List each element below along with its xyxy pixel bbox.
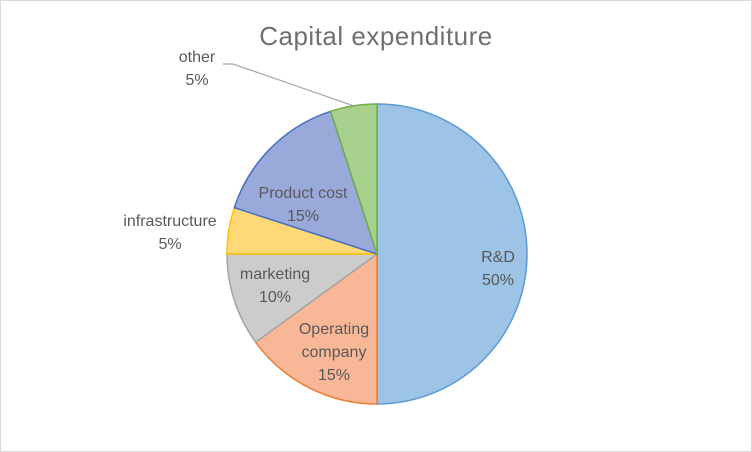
data-label-percent: 15%	[287, 208, 319, 225]
data-label-percent: 10%	[259, 289, 291, 306]
data-label-category: Operating	[299, 321, 369, 338]
data-label-percent: 50%	[482, 272, 514, 289]
data-label-category: other	[179, 49, 216, 66]
data-label-infrastructure: infrastructure 5%	[123, 213, 216, 253]
data-label-category: marketing	[240, 266, 310, 283]
data-label-category: R&D	[481, 249, 515, 266]
pie-slice-operating-company	[254, 252, 378, 405]
pie-slice-marketing	[226, 253, 380, 344]
pie-slice-product-cost	[233, 110, 379, 256]
data-label-other: other 5%	[179, 49, 216, 89]
chart-title: Capital expenditure	[259, 21, 493, 51]
data-label-product-cost: Product cost 15%	[259, 185, 348, 225]
data-label-r-d: R&D 50%	[481, 249, 515, 289]
data-label-category: Product cost	[259, 185, 348, 202]
data-label-category: infrastructure	[123, 213, 216, 230]
data-label-percent: 5%	[185, 72, 208, 89]
pie-slice-other	[329, 103, 378, 255]
data-label-percent: 5%	[158, 236, 181, 253]
leader-line-other	[223, 63, 354, 107]
data-label-category: company	[302, 344, 367, 361]
data-label-percent: 15%	[318, 367, 350, 384]
pie-slice-r-d	[376, 103, 528, 405]
data-label-marketing: marketing 10%	[240, 266, 310, 306]
data-label-operating-company: Operating company 15%	[299, 321, 369, 384]
